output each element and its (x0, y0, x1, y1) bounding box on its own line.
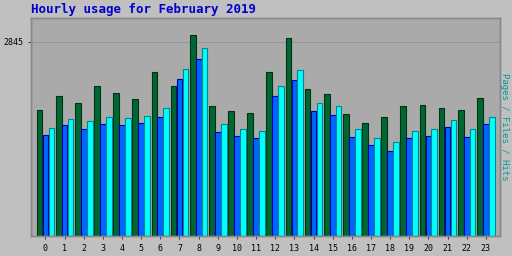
Bar (444, 127, 451, 236)
Bar (42, 135, 48, 236)
Bar (349, 137, 355, 236)
Bar (368, 145, 374, 236)
Bar (228, 111, 234, 236)
Bar (458, 110, 464, 236)
Bar (106, 116, 112, 236)
Bar (387, 151, 393, 236)
Bar (87, 121, 93, 236)
Bar (432, 129, 437, 236)
Bar (119, 125, 125, 236)
Bar (158, 116, 163, 236)
Bar (412, 131, 418, 236)
Bar (234, 136, 240, 236)
Bar (311, 111, 316, 236)
Bar (279, 86, 284, 236)
Bar (152, 72, 157, 236)
Bar (464, 137, 470, 236)
Bar (94, 86, 100, 236)
Bar (68, 119, 73, 236)
Bar (240, 130, 246, 236)
Bar (272, 96, 278, 236)
Bar (374, 138, 380, 236)
Bar (336, 106, 342, 236)
Bar (138, 123, 144, 236)
Bar (49, 128, 54, 236)
Bar (330, 115, 335, 236)
Bar (62, 125, 68, 236)
Bar (305, 89, 310, 236)
Bar (489, 116, 495, 236)
Bar (209, 106, 215, 236)
Bar (400, 106, 406, 236)
Bar (483, 124, 489, 236)
Bar (202, 48, 207, 236)
Bar (324, 94, 330, 236)
Bar (170, 86, 177, 236)
Bar (477, 98, 483, 236)
Bar (177, 79, 182, 236)
Bar (393, 142, 399, 236)
Bar (286, 38, 291, 236)
Bar (407, 138, 412, 236)
Bar (253, 138, 259, 236)
Bar (144, 116, 150, 236)
Bar (355, 130, 360, 236)
Bar (215, 132, 221, 236)
Bar (190, 35, 196, 236)
Bar (266, 72, 272, 236)
Bar (125, 118, 131, 236)
Bar (381, 116, 387, 236)
Bar (113, 93, 119, 236)
Bar (362, 123, 368, 236)
Bar (316, 103, 323, 236)
Bar (183, 69, 188, 236)
Bar (259, 131, 265, 236)
Bar (56, 96, 61, 236)
Bar (221, 124, 227, 236)
Bar (420, 105, 425, 236)
Text: Hourly usage for February 2019: Hourly usage for February 2019 (31, 4, 256, 16)
Bar (297, 70, 303, 236)
Y-axis label: Pages / Files / Hits: Pages / Files / Hits (500, 73, 508, 180)
Bar (291, 80, 297, 236)
Bar (425, 136, 431, 236)
Bar (75, 103, 81, 236)
Bar (163, 108, 169, 236)
Bar (81, 130, 87, 236)
Bar (133, 100, 138, 236)
Bar (343, 114, 349, 236)
Bar (37, 110, 42, 236)
Bar (196, 59, 202, 236)
Bar (247, 113, 253, 236)
Bar (439, 108, 444, 236)
Bar (451, 120, 456, 236)
Bar (470, 130, 476, 236)
Bar (100, 124, 106, 236)
